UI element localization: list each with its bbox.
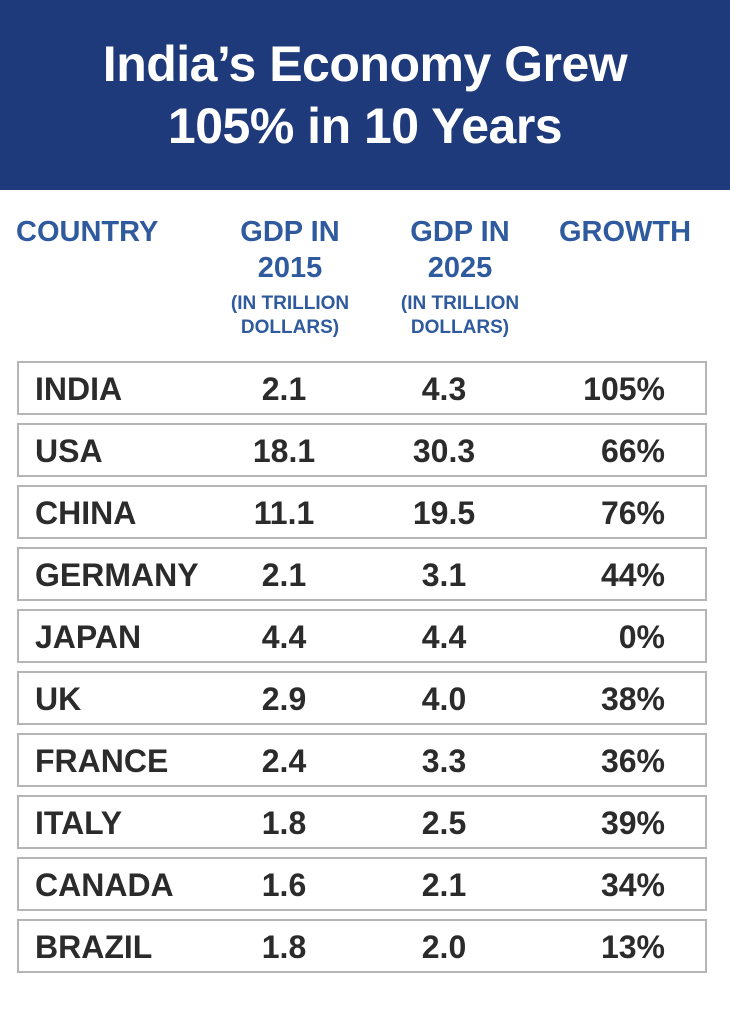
- table-row: JAPAN 4.4 4.4 0%: [17, 609, 707, 663]
- cell-gdp-2025: 30.3: [412, 433, 476, 469]
- cell-gdp-2025: 2.0: [421, 929, 467, 965]
- cell-gdp-2015: 1.8: [261, 805, 307, 841]
- cell-gdp-2025: 19.5: [412, 495, 476, 531]
- header-gdp-2015-unit: (IN TRILLION DOLLARS): [210, 292, 370, 340]
- cell-gdp-2025: 4.0: [421, 681, 467, 717]
- table-row: CANADA 1.6 2.1 34%: [17, 857, 707, 911]
- cell-gdp-2025: 3.1: [421, 557, 467, 593]
- cell-country: UK: [35, 681, 82, 717]
- table-header: COUNTRY GDP IN 2015 (IN TRILLION DOLLARS…: [0, 214, 730, 354]
- header-gdp-2025-line1: GDP IN: [410, 216, 510, 248]
- table-row: CHINA 11.1 19.5 76%: [17, 485, 707, 539]
- cell-growth: 76%: [600, 495, 665, 531]
- cell-country: BRAZIL: [35, 929, 153, 965]
- cell-growth: 0%: [618, 619, 665, 655]
- cell-growth: 39%: [600, 805, 665, 841]
- table-row: ITALY 1.8 2.5 39%: [17, 795, 707, 849]
- title-banner: India’s Economy Grew 105% in 10 Years: [0, 0, 730, 190]
- header-gdp-2025-unit-line1: (IN TRILLION: [400, 293, 520, 314]
- cell-gdp-2015: 4.4: [261, 619, 307, 655]
- header-growth: GROWTH: [545, 214, 705, 250]
- cell-growth: 105%: [583, 371, 665, 407]
- table-row: INDIA 2.1 4.3 105%: [17, 361, 707, 415]
- header-gdp-2015-line1: GDP IN: [240, 216, 340, 248]
- table-row: FRANCE 2.4 3.3 36%: [17, 733, 707, 787]
- header-country: COUNTRY: [16, 214, 191, 250]
- header-country-label: COUNTRY: [16, 216, 159, 248]
- table-row: GERMANY 2.1 3.1 44%: [17, 547, 707, 601]
- cell-gdp-2015: 2.9: [261, 681, 307, 717]
- cell-growth: 34%: [600, 867, 665, 903]
- cell-country: GERMANY: [35, 557, 199, 593]
- cell-growth: 36%: [600, 743, 665, 779]
- cell-country: USA: [35, 433, 103, 469]
- cell-country: ITALY: [35, 805, 123, 841]
- header-gdp-2015-unit-line2: DOLLARS): [240, 317, 340, 338]
- header-growth-label: GROWTH: [558, 216, 692, 248]
- title-line-2: 105% in 10 Years: [167, 98, 563, 154]
- cell-growth: 66%: [600, 433, 665, 469]
- cell-country: JAPAN: [35, 619, 142, 655]
- header-gdp-2025-unit-line2: DOLLARS): [410, 317, 510, 338]
- cell-gdp-2025: 4.4: [421, 619, 467, 655]
- cell-gdp-2015: 2.1: [261, 371, 307, 407]
- header-gdp-2025: GDP IN 2025 (IN TRILLION DOLLARS): [380, 214, 540, 340]
- cell-country: INDIA: [35, 371, 123, 407]
- cell-gdp-2015: 1.6: [261, 867, 307, 903]
- table-row: USA 18.1 30.3 66%: [17, 423, 707, 477]
- header-gdp-2015: GDP IN 2015 (IN TRILLION DOLLARS): [210, 214, 370, 340]
- cell-gdp-2015: 1.8: [261, 929, 307, 965]
- header-gdp-2015-unit-line1: (IN TRILLION: [230, 293, 350, 314]
- cell-gdp-2015: 2.4: [261, 743, 307, 779]
- cell-gdp-2015: 18.1: [252, 433, 316, 469]
- header-gdp-2025-line2: 2025: [427, 252, 493, 284]
- table-row: BRAZIL 1.8 2.0 13%: [17, 919, 707, 973]
- table-body: INDIA 2.1 4.3 105% USA 18.1 30.3 66% CHINA 11.1 19…: [17, 361, 707, 981]
- cell-growth: 44%: [600, 557, 665, 593]
- cell-country: CANADA: [35, 867, 174, 903]
- cell-gdp-2015: 2.1: [261, 557, 307, 593]
- title-line-1: India’s Economy Grew: [102, 36, 628, 92]
- cell-gdp-2025: 4.3: [421, 371, 467, 407]
- cell-growth: 38%: [600, 681, 665, 717]
- cell-country: CHINA: [35, 495, 137, 531]
- header-gdp-2015-line2: 2015: [257, 252, 323, 284]
- cell-gdp-2025: 2.5: [421, 805, 467, 841]
- cell-country: FRANCE: [35, 743, 169, 779]
- cell-growth: 13%: [600, 929, 665, 965]
- cell-gdp-2015: 11.1: [253, 495, 315, 531]
- cell-gdp-2025: 3.3: [421, 743, 467, 779]
- table-row: UK 2.9 4.0 38%: [17, 671, 707, 725]
- header-gdp-2025-unit: (IN TRILLION DOLLARS): [380, 292, 540, 340]
- cell-gdp-2025: 2.1: [421, 867, 467, 903]
